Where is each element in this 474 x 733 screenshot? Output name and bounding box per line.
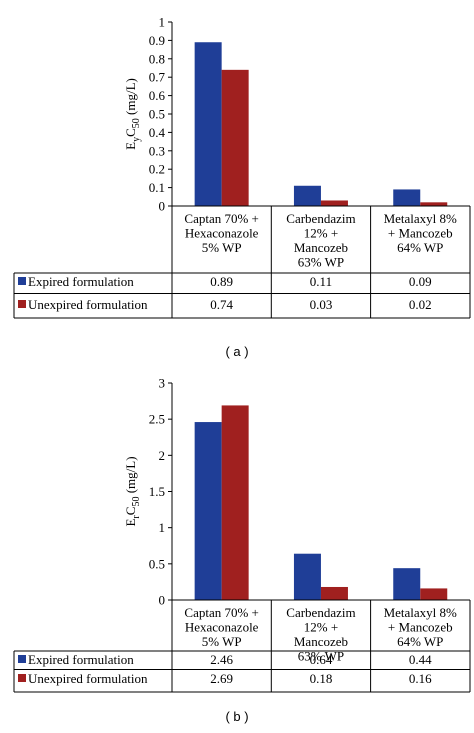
category-label: Hexaconazole — [185, 620, 259, 635]
category-label: + Mancozeb — [388, 226, 453, 241]
category-label: 64% WP — [397, 240, 443, 255]
y-tick-label: 0.9 — [149, 33, 165, 48]
category-label: Mancozeb — [294, 634, 348, 649]
bar-unexpired-2 — [320, 586, 348, 600]
y-tick-label: 0 — [159, 593, 166, 608]
category-label: + Mancozeb — [388, 620, 453, 635]
y-axis-label: EyC50 (mg/L) — [123, 78, 142, 150]
y-tick-label: 3 — [159, 376, 166, 391]
legend-label-unexpired: Unexpired formulation — [28, 297, 148, 312]
y-axis-label-part: E — [123, 142, 138, 150]
category-label: Captan 70% + — [184, 211, 258, 226]
category-label: Metalaxyl 8% — [384, 605, 457, 620]
category-label: 63% WP — [298, 255, 344, 270]
y-tick-label: 1 — [159, 15, 166, 30]
bar-unexpired-2 — [320, 200, 348, 206]
y-axis-label: ErC50 (mg/L) — [123, 456, 142, 526]
y-axis-label-part: E — [123, 519, 138, 527]
table-cell-value: 2.69 — [210, 671, 233, 686]
y-axis-label-part: C — [123, 507, 138, 516]
table-cell-value: 0.09 — [409, 274, 432, 289]
y-axis-label-part: C — [123, 128, 138, 137]
y-tick-label: 0.2 — [149, 162, 165, 177]
category-label: 5% WP — [202, 634, 242, 649]
legend-label-unexpired: Unexpired formulation — [28, 671, 148, 686]
table-cell-value: 0.74 — [210, 297, 233, 312]
bar-unexpired-3 — [420, 202, 448, 206]
category-label: Metalaxyl 8% — [384, 211, 457, 226]
y-tick-label: 0.8 — [149, 51, 165, 66]
category-label: Carbendazim — [286, 211, 355, 226]
table-cell-value: 0.11 — [310, 274, 332, 289]
category-label: Carbendazim — [286, 605, 355, 620]
y-tick-label: 0 — [159, 199, 166, 214]
y-axis-label-part: 50 — [131, 118, 142, 128]
panel-label: ( a ) — [225, 344, 248, 359]
category-label: 63% WP — [298, 649, 344, 664]
y-axis-label-part: y — [131, 137, 142, 142]
y-axis-label-part: (mg/L) — [123, 78, 138, 118]
table-cell-value: 0.16 — [409, 671, 432, 686]
table-cell-value: 0.89 — [210, 274, 233, 289]
y-tick-label: 0.5 — [149, 107, 165, 122]
y-tick-label: 0.6 — [149, 88, 166, 103]
y-tick-label: 1 — [159, 520, 166, 535]
bar-unexpired-1 — [221, 69, 249, 206]
y-tick-label: 0.5 — [149, 556, 165, 571]
bar-expired-1 — [194, 42, 222, 206]
chart-panel-b: 0 0.5 1 1.5 2 2.5 3 ErC50 (mg/L) Captan 70% +Hex… — [13, 376, 471, 724]
category-label: 12% + — [304, 620, 338, 635]
bar-unexpired-1 — [221, 405, 249, 600]
legend-label-expired: Expired formulation — [28, 652, 134, 667]
category-label: 12% + — [304, 226, 338, 241]
y-tick-label: 2 — [159, 448, 166, 463]
category-label: Mancozeb — [294, 240, 348, 255]
bar-expired-3 — [393, 568, 421, 600]
category-label: 5% WP — [202, 240, 242, 255]
legend-swatch-expired — [18, 655, 26, 663]
table-cell-value: 0.03 — [310, 297, 333, 312]
bar-expired-2 — [293, 185, 321, 206]
chart-panel-a: 0 0.1 0.2 0.3 0.4 0.5 0.6 0.7 0.8 0.9 1 EyC50 (mg/L… — [13, 15, 471, 359]
legend-label-expired: Expired formulation — [28, 274, 134, 289]
table-cell-value: 0.64 — [310, 652, 333, 667]
y-tick-label: 0.7 — [149, 70, 166, 85]
table-cell-value: 2.46 — [210, 652, 233, 667]
table-cell-value: 0.18 — [310, 671, 333, 686]
y-axis-label-part: (mg/L) — [123, 456, 138, 496]
table-cell-value: 0.44 — [409, 652, 432, 667]
y-axis-label-part: 50 — [131, 497, 142, 507]
y-axis-label-part: r — [131, 515, 142, 519]
category-label: 64% WP — [397, 634, 443, 649]
legend-swatch-expired — [18, 277, 26, 285]
bar-expired-2 — [293, 553, 321, 600]
y-tick-label: 0.1 — [149, 180, 165, 195]
bar-expired-1 — [194, 422, 222, 600]
y-tick-label: 2.5 — [149, 412, 165, 427]
bar-expired-3 — [393, 189, 421, 206]
y-tick-label: 0.4 — [149, 125, 166, 140]
legend-swatch-unexpired — [18, 674, 26, 682]
bar-unexpired-3 — [420, 588, 448, 600]
legend-swatch-unexpired — [18, 300, 26, 308]
category-label: Captan 70% + — [184, 605, 258, 620]
category-label: Hexaconazole — [185, 226, 259, 241]
y-tick-label: 1.5 — [149, 484, 165, 499]
y-tick-label: 0.3 — [149, 143, 165, 158]
panel-label: ( b ) — [225, 709, 248, 724]
table-cell-value: 0.02 — [409, 297, 432, 312]
